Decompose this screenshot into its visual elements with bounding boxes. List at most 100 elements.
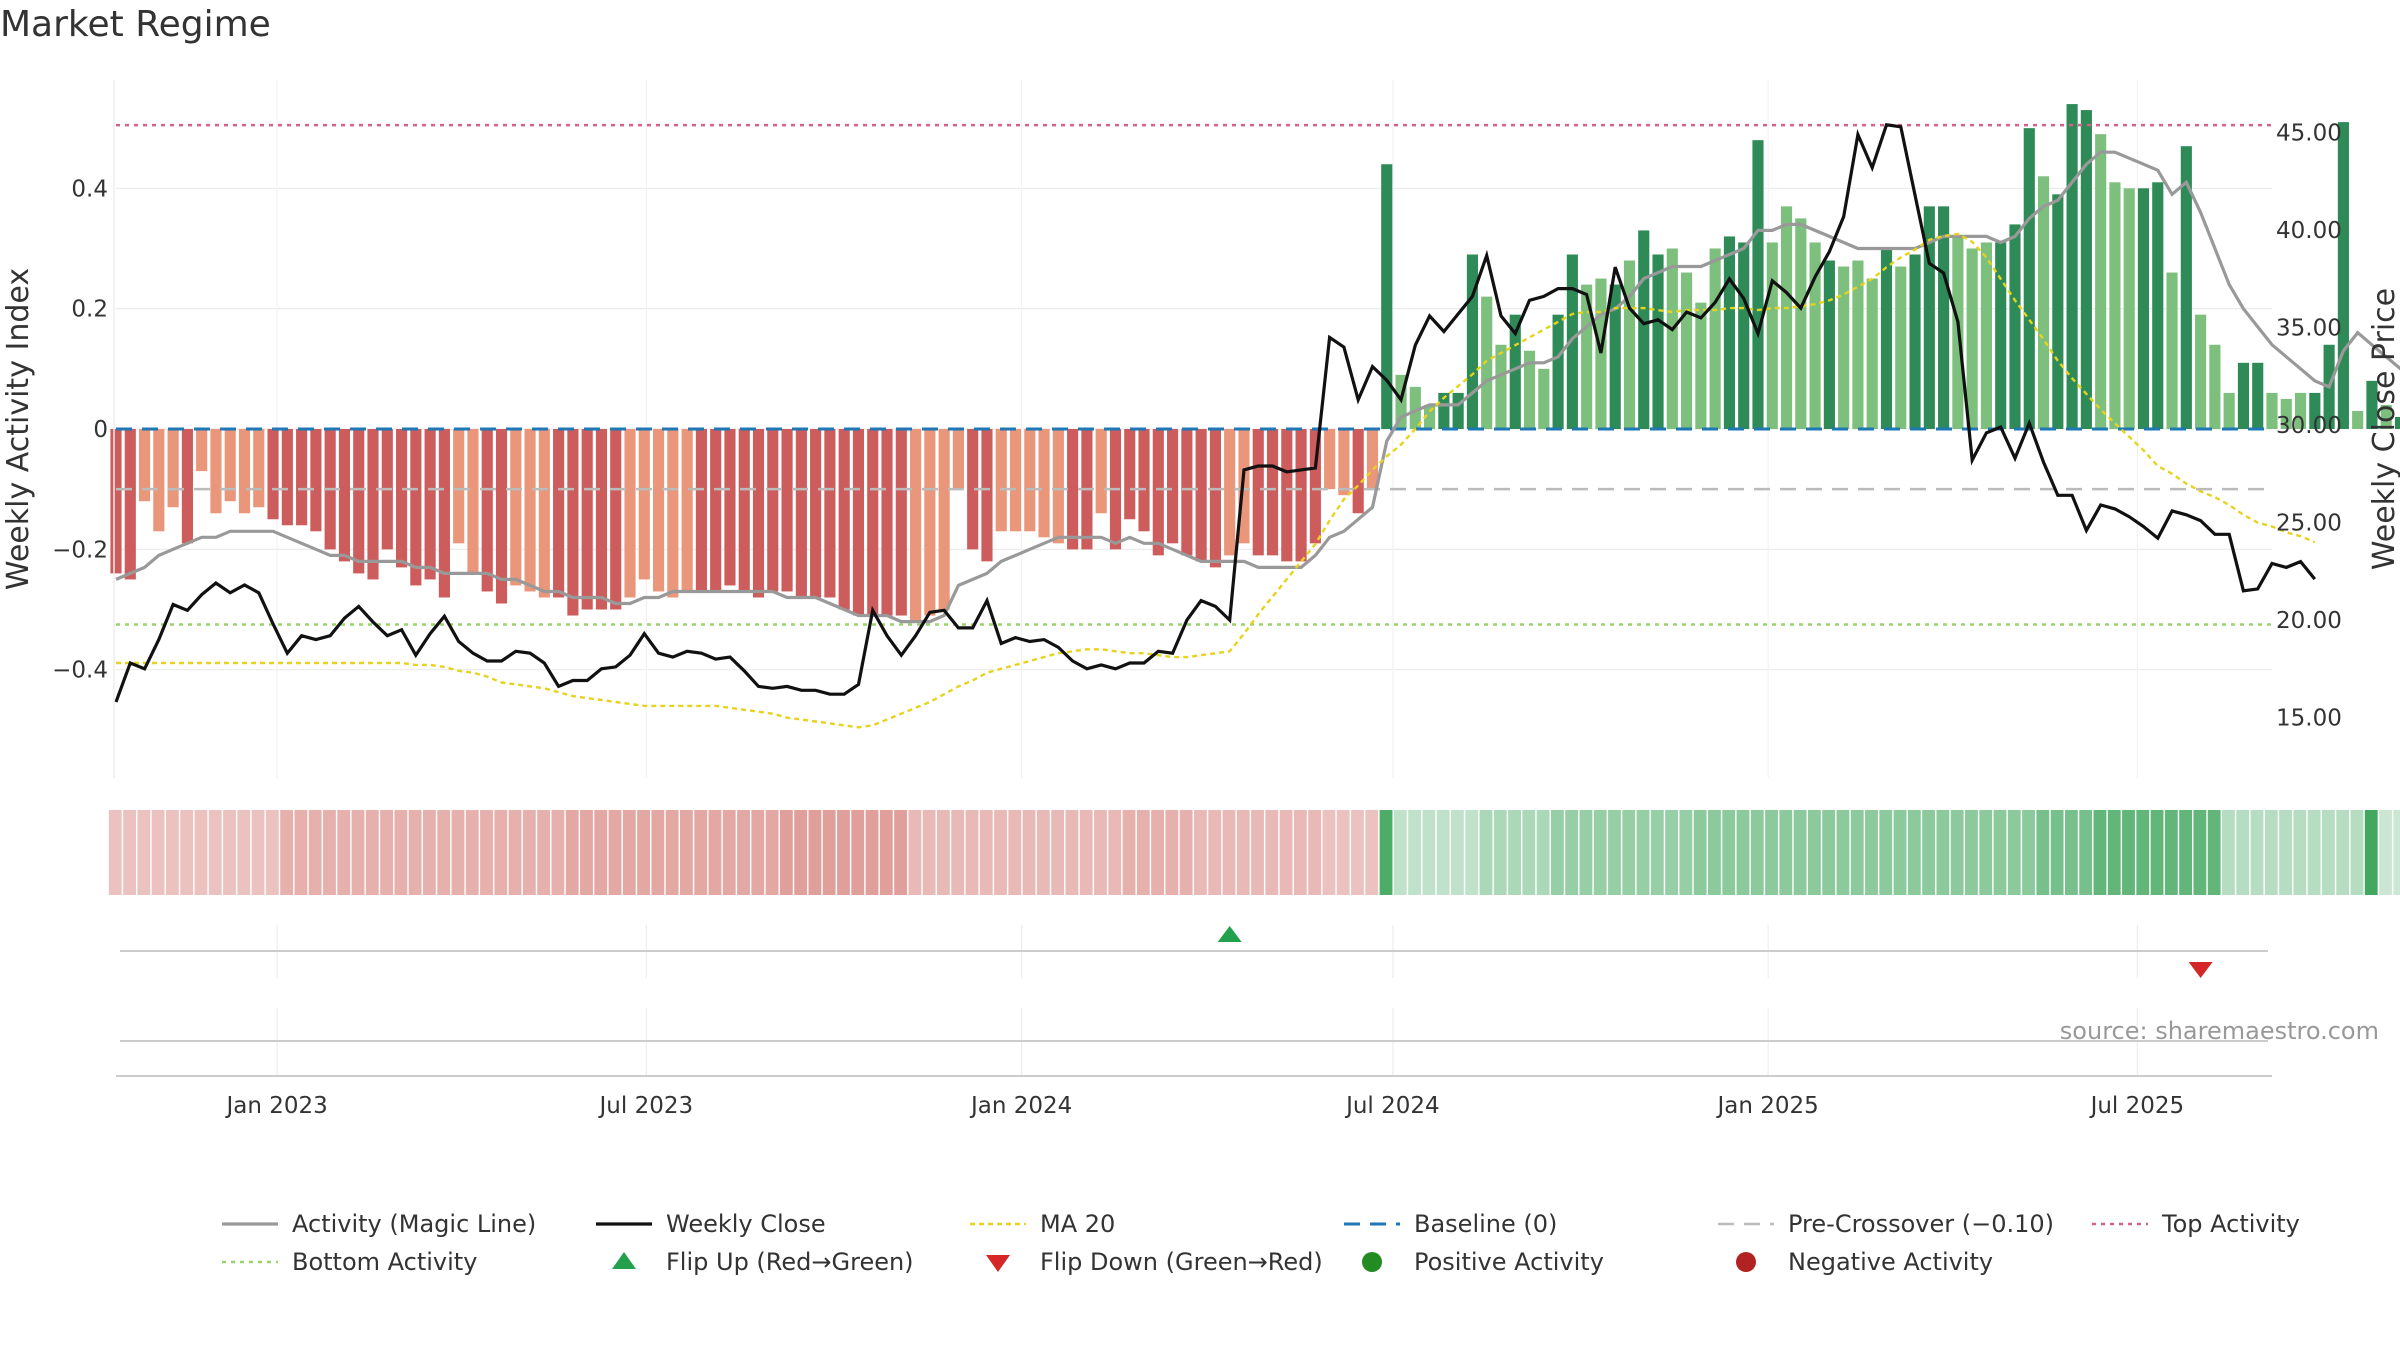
regime-cell xyxy=(951,810,965,895)
regime-cell xyxy=(794,810,808,895)
regime-cell xyxy=(1965,810,1978,895)
activity-bar xyxy=(310,429,322,532)
regime-cell xyxy=(1236,810,1250,895)
activity-bar xyxy=(238,429,251,514)
regime-cell xyxy=(422,810,436,895)
regime-cell xyxy=(651,810,665,895)
legend-label: Negative Activity xyxy=(1788,1248,1993,1276)
activity-bar xyxy=(1566,254,1578,429)
regime-cell xyxy=(2379,810,2392,895)
regime-cell xyxy=(1750,810,1764,895)
regime-cell xyxy=(337,810,351,895)
regime-cell xyxy=(137,810,151,895)
regime-cell xyxy=(580,810,593,895)
regime-cell xyxy=(2393,810,2400,895)
regime-cell xyxy=(722,810,736,895)
regime-cell xyxy=(165,810,179,895)
weekly-close-series xyxy=(114,123,2317,703)
activity-bar xyxy=(981,429,993,562)
legend-label: Pre-Crossover (−0.10) xyxy=(1788,1210,2054,1238)
activity-bar xyxy=(2352,410,2364,429)
activity-bar xyxy=(710,429,722,592)
legend-flip-down-swatch xyxy=(986,1255,1010,1272)
regime-cell xyxy=(2107,810,2121,895)
regime-cell xyxy=(1907,810,1921,895)
regime-cell xyxy=(2022,810,2035,895)
reference-lines xyxy=(116,123,2272,626)
right-tick-label: 20.00 xyxy=(2276,608,2342,634)
regime-cell xyxy=(465,810,479,895)
regime-cell xyxy=(2064,810,2078,895)
activity-bar xyxy=(2366,380,2378,429)
regime-strip xyxy=(108,810,2400,895)
x-tick-label: Jan 2023 xyxy=(224,1093,327,1119)
activity-bar xyxy=(1752,140,1764,429)
left-tick-label: 0.4 xyxy=(71,176,108,202)
regime-cell xyxy=(2321,810,2335,895)
regime-cell xyxy=(1665,810,1679,895)
regime-cell xyxy=(594,810,608,895)
activity-bar xyxy=(510,429,522,586)
regime-cell xyxy=(237,810,251,895)
regime-cell xyxy=(1565,810,1579,895)
x-tick-label: Jul 2024 xyxy=(1344,1093,1440,1119)
regime-cell xyxy=(294,810,308,895)
activity-bar xyxy=(1509,314,1521,429)
activity-bar xyxy=(1609,284,1621,429)
regime-cell xyxy=(979,810,993,895)
regime-cell xyxy=(1608,810,1621,895)
activity-bar xyxy=(2095,134,2107,430)
regime-cell xyxy=(1922,810,1936,895)
series-lines xyxy=(114,123,2400,729)
right-tick-label: 40.00 xyxy=(2276,218,2342,244)
regime-cell xyxy=(208,810,222,895)
x-tick-label: Jul 2025 xyxy=(2089,1093,2185,1119)
regime-cell xyxy=(2279,810,2292,895)
regime-cell xyxy=(1308,810,1322,895)
regime-cell xyxy=(1094,810,1107,895)
activity-bar xyxy=(1438,392,1450,429)
activity-bar xyxy=(467,429,479,574)
regime-cell xyxy=(1251,810,1264,895)
activity-bar xyxy=(1466,254,1478,429)
regime-cell xyxy=(1807,810,1821,895)
regime-cell xyxy=(1008,810,1022,895)
activity-bar xyxy=(1052,429,1064,544)
flip-down-marker xyxy=(2188,962,2213,978)
regime-cell xyxy=(1436,810,1450,895)
activity-bar xyxy=(781,429,793,592)
activity-bar xyxy=(267,429,279,520)
activity-bar xyxy=(1366,429,1379,490)
regime-cell xyxy=(2179,810,2193,895)
activity-bar xyxy=(638,429,650,580)
regime-cell xyxy=(480,810,493,895)
activity-bar xyxy=(2180,146,2192,430)
regime-cell xyxy=(2050,810,2064,895)
magic-line-series xyxy=(115,150,2400,624)
legend-label: Flip Down (Green→Red) xyxy=(1040,1248,1323,1276)
activity-bar xyxy=(1167,429,1179,544)
axes: 0.4 0.2 0 −0.2 −0.4 45.00 40.00 35.00 30.00 25.00… xyxy=(1,80,2400,778)
activity-bar xyxy=(967,429,979,550)
regime-cell xyxy=(2164,810,2178,895)
activity-bar xyxy=(924,429,936,616)
left-axis-title: Weekly Activity Index xyxy=(1,268,36,590)
regime-cell xyxy=(737,810,750,895)
regime-cell xyxy=(1351,810,1364,895)
regime-cell xyxy=(2136,810,2150,895)
activity-bar xyxy=(553,429,565,598)
regime-cell xyxy=(1279,810,1293,895)
regime-cell xyxy=(494,810,508,895)
activity-bar xyxy=(1338,429,1350,496)
regime-cell xyxy=(508,810,522,895)
activity-bars xyxy=(110,104,2400,622)
activity-bar xyxy=(2037,176,2050,429)
activity-bar xyxy=(1581,284,1593,429)
activity-bar xyxy=(110,429,122,574)
left-tick-label: −0.4 xyxy=(52,658,108,684)
activity-bar xyxy=(2309,392,2321,429)
activity-bar xyxy=(1823,260,1835,429)
regime-cell xyxy=(1465,810,1479,895)
regime-cell xyxy=(1593,810,1607,895)
